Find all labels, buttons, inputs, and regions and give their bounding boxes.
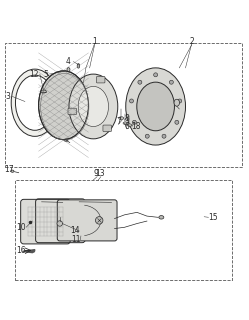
Text: 15: 15 [208,213,218,222]
Text: 13: 13 [95,169,104,178]
Ellipse shape [67,68,70,72]
Ellipse shape [11,170,14,172]
Text: 11: 11 [71,235,81,244]
FancyBboxPatch shape [57,200,117,241]
Text: 6: 6 [124,122,129,131]
Text: 12: 12 [29,69,38,79]
Ellipse shape [174,99,180,106]
Ellipse shape [64,139,68,141]
Text: 14: 14 [70,227,79,236]
FancyBboxPatch shape [103,125,111,132]
Ellipse shape [41,90,46,93]
Circle shape [138,80,142,84]
Circle shape [145,134,149,138]
Text: 10: 10 [16,223,26,232]
Ellipse shape [69,74,118,139]
Ellipse shape [137,82,175,131]
FancyBboxPatch shape [96,76,105,83]
Ellipse shape [39,71,88,140]
Circle shape [132,120,136,124]
Circle shape [175,120,179,124]
Bar [5,43,242,167]
Text: 3: 3 [5,92,10,101]
Text: 18: 18 [131,122,140,131]
Text: 17: 17 [4,165,13,174]
Ellipse shape [78,86,109,126]
Text: 5: 5 [44,69,49,79]
Circle shape [162,134,166,138]
Circle shape [169,80,173,84]
Text: 7: 7 [116,117,121,126]
Text: 1: 1 [92,37,97,46]
Text: 4: 4 [66,57,71,66]
Text: 8: 8 [124,115,129,124]
Ellipse shape [159,216,164,219]
Ellipse shape [123,122,127,124]
Polygon shape [22,250,35,252]
Circle shape [129,99,133,103]
FancyBboxPatch shape [68,108,76,115]
Ellipse shape [127,124,132,126]
Text: 16: 16 [16,246,26,255]
Circle shape [178,99,182,103]
Ellipse shape [119,117,124,120]
Ellipse shape [11,69,59,136]
Circle shape [95,217,103,224]
Circle shape [154,73,158,77]
Ellipse shape [77,64,80,68]
Circle shape [57,221,62,226]
Ellipse shape [15,75,54,130]
Text: 2: 2 [189,37,194,46]
Text: 9: 9 [93,169,98,178]
FancyBboxPatch shape [21,199,70,244]
Ellipse shape [126,68,186,145]
Bar [15,180,232,280]
